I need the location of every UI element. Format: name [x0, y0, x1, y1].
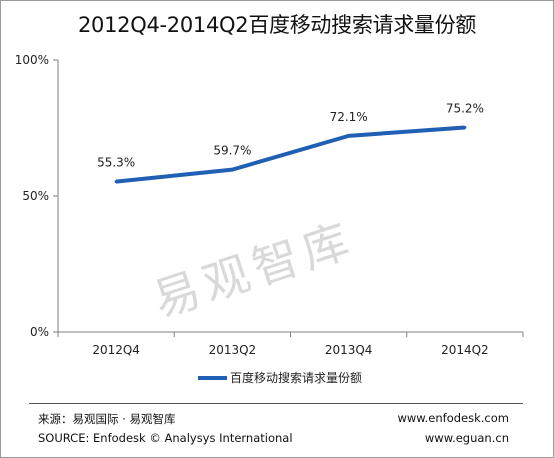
series-layer: 55.3% 59.7% 72.1% 75.2% — [97, 101, 484, 184]
axes — [53, 59, 524, 337]
source-cn: 来源：易观国际 · 易观智库 — [38, 412, 176, 426]
data-point — [114, 180, 118, 184]
legend-label: 百度移动搜索请求量份额 — [230, 370, 362, 385]
y-tick-labels: 100% 50% 0% — [15, 53, 49, 339]
line-chart: 易观智库 100%50%0% 2012Q4 2013Q2 2013Q4 2014Q2 … — [15, 53, 524, 385]
legend: 百度移动搜索请求量份额 — [198, 370, 362, 385]
series-line — [115, 125, 466, 184]
website-link-eguan[interactable]: www.eguan.cn — [424, 431, 509, 445]
watermark: 易观智库 — [147, 212, 362, 328]
x-tick-label: 2013Q2 — [209, 343, 257, 357]
x-tick-label: 2014Q2 — [441, 343, 489, 357]
data-label: 55.3% — [97, 156, 135, 170]
source-en: SOURCE: Enfodesk © Analysys Internationa… — [38, 431, 293, 445]
x-tick-labels: 2012Q4 2013Q2 2013Q4 2014Q2 — [92, 343, 488, 357]
x-tick-label: 2013Q4 — [325, 343, 373, 357]
data-point — [230, 168, 234, 172]
data-point — [463, 125, 467, 129]
data-label: 72.1% — [330, 110, 368, 124]
footer-divider — [29, 403, 523, 404]
chart-title: 2012Q4-2014Q2百度移动搜索请求量份额 — [77, 13, 477, 37]
website-link-enfodesk[interactable]: www.enfodesk.com — [397, 411, 509, 425]
y-tick-label: 50% — [22, 189, 49, 203]
data-point — [347, 134, 351, 138]
x-tick-label: 2012Q4 — [92, 343, 140, 357]
y-tick-label: 100% — [15, 53, 49, 67]
y-tick-label: 0% — [30, 325, 49, 339]
data-label: 59.7% — [213, 144, 251, 158]
data-label: 75.2% — [446, 101, 484, 115]
